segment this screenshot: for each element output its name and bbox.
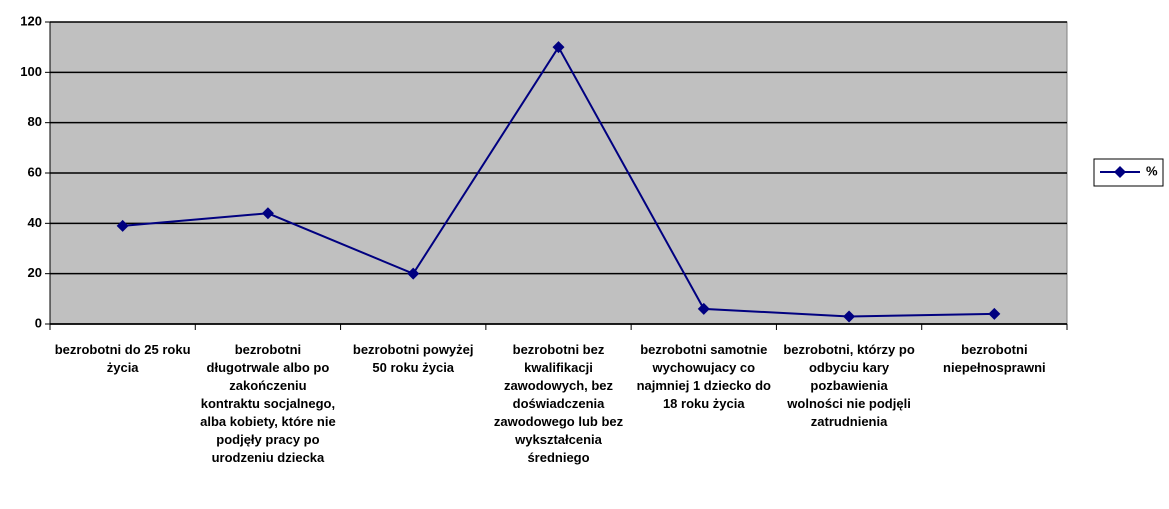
data-point	[697, 302, 710, 315]
x-tick-label: bezrobotni do 25 roku życia	[54, 342, 191, 375]
x-tick-label: bezrobotni powyżej 50 roku życia	[352, 342, 474, 375]
x-tick-label: bezrobotni niepełnosprawni	[943, 342, 1046, 375]
data-point	[116, 219, 129, 232]
x-tick-label: bezrobotni samotnie wychowujacy co najmn…	[636, 342, 771, 411]
data-point	[407, 267, 420, 280]
x-tick-label: bezrobotni bez kwalifikacji zawodowych, …	[493, 342, 624, 465]
data-point	[261, 207, 274, 220]
y-tick-label: 100	[20, 64, 42, 79]
legend-label: %	[1146, 163, 1158, 178]
y-tick-label: 120	[20, 13, 42, 28]
data-point	[843, 310, 856, 323]
y-tick-label: 80	[28, 114, 42, 129]
x-tick-label: bezrobotni długotrwale albo po zakończen…	[200, 342, 336, 465]
legend-marker	[1114, 166, 1126, 178]
y-tick-label: 0	[35, 315, 42, 330]
x-tick-label: bezrobotni, którzy po odbyciu kary pozba…	[783, 342, 915, 429]
y-tick-label: 60	[28, 164, 42, 179]
data-point	[988, 307, 1001, 320]
data-point	[552, 41, 565, 54]
y-tick-label: 20	[28, 265, 42, 280]
y-tick-label: 40	[28, 215, 42, 230]
